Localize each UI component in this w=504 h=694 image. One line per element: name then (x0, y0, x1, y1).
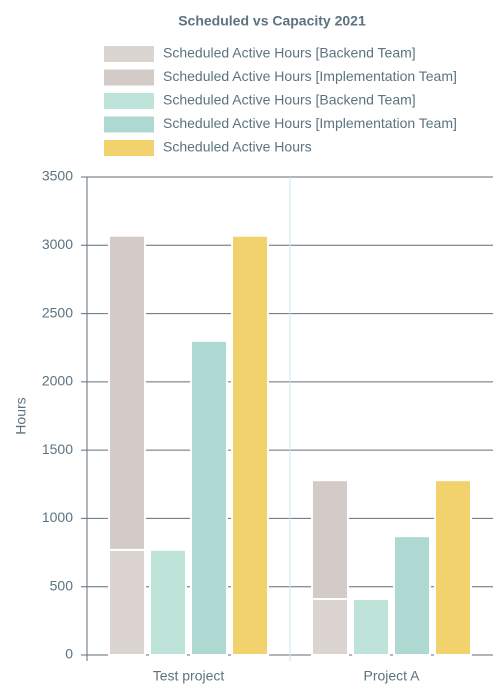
bar (149, 548, 187, 657)
chart-title: Scheduled vs Capacity 2021 (178, 13, 366, 29)
x-tick-label: Project A (363, 668, 420, 684)
bar (434, 479, 472, 656)
bar (352, 598, 390, 657)
bar (108, 548, 146, 657)
bar (108, 234, 146, 551)
y-tick-label: 500 (50, 577, 74, 593)
bar (231, 234, 269, 656)
bar (393, 535, 431, 657)
y-tick-label: 1500 (42, 441, 73, 457)
bar (190, 339, 228, 656)
y-tick-label: 2000 (42, 373, 73, 389)
y-tick-label: 2500 (42, 304, 73, 320)
legend-swatch (104, 116, 154, 133)
legend-label: Scheduled Active Hours [Implementation T… (163, 68, 457, 84)
legend-swatch (104, 140, 154, 156)
bar (311, 598, 349, 657)
x-tick-label: Test project (153, 668, 225, 684)
legend-swatch (104, 93, 154, 109)
y-tick-label: 0 (65, 646, 73, 662)
legend-swatch (104, 46, 154, 62)
legend-label: Scheduled Active Hours [Implementation T… (163, 115, 457, 131)
y-tick-label: 3500 (42, 168, 73, 184)
legend-label: Scheduled Active Hours [Backend Team] (163, 45, 416, 61)
y-tick-label: 1000 (42, 509, 73, 525)
legend-label: Scheduled Active Hours (163, 139, 312, 155)
legend-swatch (104, 69, 154, 86)
y-axis-label: Hours (13, 397, 29, 434)
bar (311, 479, 349, 601)
legend-label: Scheduled Active Hours [Backend Team] (163, 92, 416, 108)
y-tick-label: 3000 (42, 236, 73, 252)
